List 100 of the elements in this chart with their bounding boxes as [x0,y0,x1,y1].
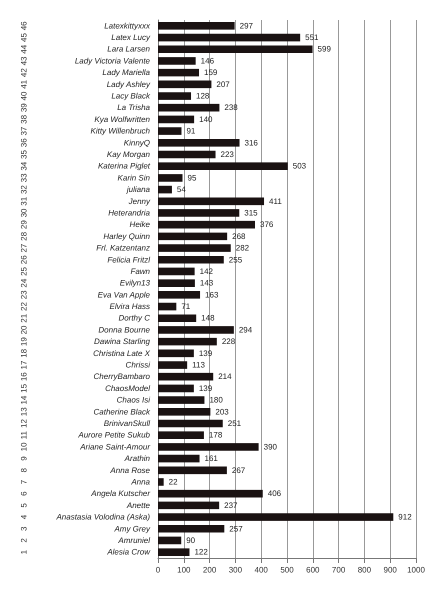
data-label: 238 [224,103,238,112]
data-label: 71 [181,302,191,312]
data-label: 257 [229,524,244,534]
data-label: 90 [186,536,196,545]
data-label: 128 [196,92,210,101]
bar [158,57,196,65]
bar [158,256,224,264]
y-tick-label: Lacy Black [111,92,151,101]
y-tick-label: Elvira Hass [110,302,150,312]
data-label: 390 [264,442,278,452]
y-tick-label: Angela Kutscher [90,489,150,498]
y2-tick-label: 42 [20,68,28,78]
data-label: 255 [228,255,243,264]
y2-tick-label: 46 [20,20,28,30]
bar [158,454,200,462]
y-tick-label: Lady Mariella [102,68,151,78]
bar [158,232,228,240]
data-label: 22 [168,477,178,486]
data-label: 139 [198,348,213,358]
y2-tick-label: 24 [20,278,28,288]
y2-tick-label: 20 [20,324,28,334]
data-label: 203 [215,407,230,416]
x-tick-label: 1000 [407,566,426,574]
bar [158,162,288,170]
bar [158,68,200,76]
y-tick-label: Latex Lucy [111,33,151,42]
x-tick-label: 400 [254,566,268,574]
y-tick-label: Felicia Fritzl [107,255,150,264]
bar [158,361,188,369]
bar [158,326,234,334]
bar [158,186,172,194]
y-tick-label: Ariane Saint-Amour [79,442,150,452]
data-label: 180 [209,396,224,405]
bar [158,174,183,182]
bar [158,314,196,322]
bar [158,478,164,486]
data-label: 113 [192,360,206,370]
x-tick-label: 0 [156,566,161,574]
data-label: 228 [222,337,236,346]
y2-tick-label: 15 [20,383,28,393]
y-tick-label: Arathin [124,454,151,464]
bar [158,34,300,42]
y2-tick-label: 45 [20,32,28,42]
y-tick-label: Anastasia Volodina (Aska) [55,512,150,522]
y-tick-label: Latexkittyxxx [104,21,151,30]
bar [158,220,256,228]
y-tick-label: Lady Ashley [106,80,151,89]
data-label: 91 [186,126,196,136]
y-tick-label: Amruniel [117,536,150,545]
data-label: 214 [218,372,232,382]
data-label: 139 [198,384,213,393]
bar [158,92,192,100]
x-tick-label: 700 [332,566,346,574]
data-label: 159 [204,68,218,78]
y-tick-label: Heterandria [108,208,151,218]
data-label: 282 [236,244,250,253]
y-tick-label: Kitty Willenbruch [90,126,151,136]
bar [158,548,190,556]
y-tick-label: La Trisha [117,103,151,112]
y2-tick-label: 25 [20,266,28,276]
y2-tick-label: 40 [20,91,28,100]
y2-tick-label: 31 [20,196,28,206]
y2-tick-label: 13 [20,406,28,416]
bar [158,197,264,206]
y-tick-label: Donna Bourne [98,325,151,334]
data-label: 376 [260,220,274,230]
data-label: 406 [268,489,282,498]
bar [158,513,394,521]
y-tick-label: Anna [130,477,151,486]
y-tick-label: Kay Morgan [106,150,151,159]
y2-tick-label: 7 [20,479,28,484]
bar [158,127,182,135]
bar [158,372,214,381]
y2-tick-label: 22 [20,302,28,311]
y2-tick-label: 21 [20,313,28,323]
y-tick-label: Katerina Piglet [98,162,151,171]
bar [158,268,195,276]
y-tick-label: Jenny [128,196,151,206]
y-tick-label: Harley Quinn [103,232,151,241]
y-tick-label: CherryBambaro [94,372,151,382]
y2-tick-label: 28 [20,231,28,241]
y-tick-label: Evilyn13 [120,278,151,288]
y2-tick-label: 33 [20,172,28,182]
y-tick-label: Lara Larsen [107,44,151,54]
y-tick-label: BrinivanSkull [104,419,150,428]
y2-tick-label: 43 [20,56,28,66]
x-tick-label: 600 [306,566,320,574]
y2-tick-label: 11 [20,430,28,440]
data-label: 267 [232,466,246,475]
y2-tick-label: 37 [20,126,28,136]
y-tick-label: Chaos Isi [116,396,150,405]
bar [158,45,313,54]
data-label: 148 [201,314,216,323]
bar [158,104,220,112]
y2-tick-label: 1 [20,549,28,554]
data-label: 599 [318,44,332,54]
y-tick-label: Anette [126,500,151,510]
y-tick-label: juliana [126,185,151,194]
y2-tick-label: 14 [20,395,28,405]
y2-tick-label: 39 [20,102,28,112]
